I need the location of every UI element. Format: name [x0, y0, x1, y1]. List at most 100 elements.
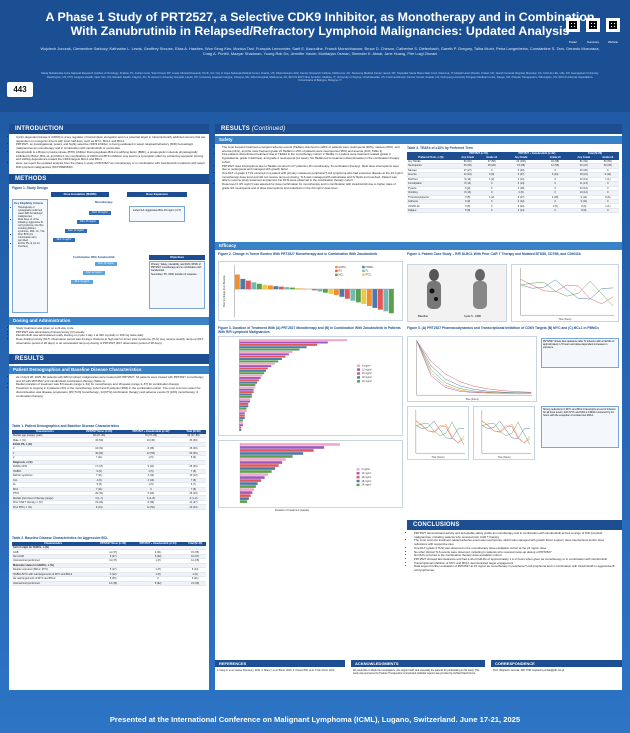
table-row: Non-GCB 8 (27) 8 (62) 16 (37) — [12, 554, 206, 560]
swimmer-bar — [239, 348, 300, 351]
table-cell: 18 (21) — [570, 172, 597, 178]
table-cell: 3 (14) — [502, 199, 540, 205]
monotherapy-label: Monotherapy — [95, 200, 113, 204]
efficacy-heading: Efficacy — [215, 242, 622, 250]
table-cell — [77, 460, 121, 466]
table-2-title: Table 2. Baseline Disease Characteristic… — [12, 536, 109, 540]
table-cell: 18 (28) — [480, 163, 503, 169]
poster-footer: Presented at the International Conferenc… — [109, 715, 521, 724]
table-row: DLBCL NOS 17 (27) 9 (41) 26 (30) — [12, 464, 206, 470]
table-cell: 0 — [539, 190, 571, 196]
table-cell: 37 (58) — [480, 159, 503, 165]
table-cell: Prior CAR T therapy, n (%) — [12, 500, 78, 506]
table-cell: 16 (31) — [77, 446, 121, 452]
waterfall-bar — [317, 289, 323, 292]
table-cell: 5 (23) — [502, 168, 540, 174]
swimmer-bar — [239, 369, 266, 372]
table-cell: 3 (1–8) — [180, 495, 206, 501]
qr-code-icon[interactable] — [566, 18, 580, 32]
legend-swatch — [357, 372, 360, 375]
safety-list: The most frequent treatment-emergent adv… — [218, 145, 403, 190]
figure-4-ctdna-plot: Time (hours) — [511, 264, 619, 322]
table-row: Pyrexia 6 (9) 0 4 (18) 0 10 (12) 0 — [407, 186, 619, 192]
legend-label: 24 mg/m² — [361, 484, 371, 487]
table-cell: Fatigue — [407, 208, 455, 214]
table-cell: 4 (18) — [502, 186, 540, 192]
references-heading: REFERENCES — [215, 660, 345, 667]
figure-5-note-2: Strong reductions in MYC and MCL1 transc… — [541, 406, 619, 448]
table-cell: 0 — [120, 487, 181, 493]
table-row: Diagnosis, n (%) — [12, 460, 206, 466]
table-cell: 11 (37) — [94, 549, 132, 555]
table-cell: HGBCL — [12, 469, 78, 475]
swimmer-bar — [239, 339, 348, 342]
table-cell — [77, 442, 121, 448]
table-row: 0 16 (31) 8 (36) 26 (30) — [12, 446, 206, 452]
table-cell: 2 (9) — [502, 190, 540, 196]
waterfall-bar — [284, 287, 290, 290]
table-cell: 0 — [596, 190, 619, 196]
dosing-bullet: Zanubrutinib was administered orally sta… — [16, 334, 206, 338]
table-cell: Anemia — [407, 172, 455, 178]
table-cell: 3 (14) — [120, 478, 181, 484]
qr-code-icon[interactable] — [586, 18, 600, 32]
table-cell: 5 (17) — [94, 567, 132, 573]
legend-swatch — [356, 483, 360, 487]
figure-1-title: Figure 1. Study Design — [12, 186, 48, 190]
table-cell: Thrombocytopenia — [407, 195, 455, 201]
waterfall-bar — [339, 289, 345, 297]
table-cell: 12 (55) — [539, 163, 571, 169]
table-cell: 5 (23) — [502, 203, 540, 209]
waterfall-bar — [366, 289, 372, 306]
qr-code-icon[interactable] — [606, 18, 620, 32]
table-cell: ECOG PS, n (%) — [12, 442, 78, 448]
table-cell: 0 — [539, 177, 571, 183]
combination-label: Combination With Zanubrutinib — [73, 255, 115, 259]
table-cell: 10 (12) — [180, 473, 206, 479]
swimmer-bar — [240, 488, 255, 491]
table-cell: 15 (68) — [502, 163, 540, 169]
table-cell: 20 (31) — [77, 491, 121, 497]
table-cell: Diarrhea — [407, 177, 455, 183]
swimmer-bar — [239, 405, 249, 408]
dose-level-step: DL1: 9 mg/m² — [53, 238, 75, 242]
table-row: MCL 7 (11) 0 7 (8) — [12, 487, 206, 493]
abstract-number-badge: 443 — [7, 82, 33, 97]
waterfall-bar — [311, 289, 317, 291]
swimmer-bar — [240, 446, 325, 449]
figure-3-xlabel: Duration of treatment (weeks) — [275, 509, 310, 512]
legend-label: 9 mg/m² — [361, 468, 370, 471]
swimmer-bar — [240, 497, 249, 500]
primary-objective: Primary: Safety, tolerability, and DLTs;… — [151, 263, 202, 272]
eligibility-list: Histologically or cytologically confirme… — [13, 206, 47, 248]
qr-label: Website — [607, 40, 619, 44]
table-1: Characteristics PRT2527 Mono (n=64) PRT252… — [12, 430, 206, 510]
table-3: PRT2527 (n=64) PRT2527 + Zanubrutinib (n=… — [407, 152, 619, 214]
swimmer-bar — [239, 350, 293, 353]
eligibility-title: Key Eligibility Criteria — [14, 201, 43, 205]
table-cell: 5 (6) — [596, 195, 619, 201]
series-line — [481, 421, 531, 444]
series-line — [481, 421, 531, 445]
waterfall-bar — [388, 289, 394, 314]
series-line — [481, 420, 531, 439]
table-cell: 20 (23) — [180, 504, 206, 510]
waterfall-bar — [289, 287, 295, 290]
waterfall-bar — [295, 288, 301, 290]
table-cell — [184, 563, 206, 569]
swimmer-bar — [239, 384, 256, 387]
table-cell: 1 (5) — [120, 455, 181, 461]
table-row: Unknown/not performed 11 (37) 1 (8) 12 (28) — [12, 558, 206, 564]
table-cell: 1 (5) — [539, 203, 571, 209]
author-list: Wojciech Jurczak, Clementine Sarkozy, Ka… — [40, 46, 600, 57]
correspondence-heading: CORRESPONDENCE — [491, 660, 622, 667]
table-cell: 12 (55) — [120, 451, 181, 457]
swimmer-bar — [239, 346, 307, 349]
methods-heading: METHODS — [9, 174, 209, 184]
qr-label: Summary — [587, 40, 599, 44]
table-header: PRT2527 + Zanubrutinib (n=13) — [132, 542, 185, 546]
table-row: PTCL 20 (31) 5 (23) 25 (29) — [12, 491, 206, 497]
table-cell: 8 (27) — [94, 554, 132, 560]
